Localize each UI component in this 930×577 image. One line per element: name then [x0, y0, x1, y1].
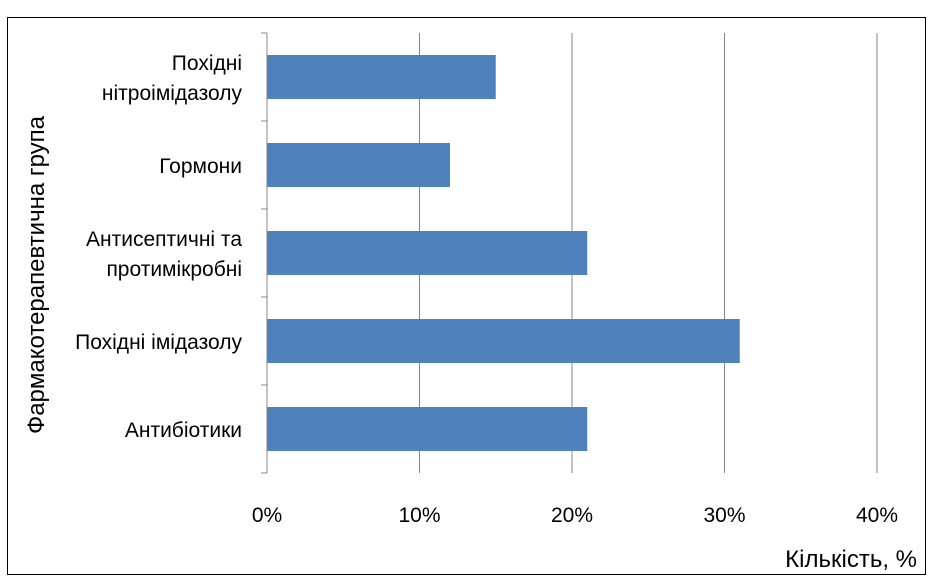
- bars: [267, 55, 740, 451]
- category-label: Похідні імідазолу: [75, 331, 242, 354]
- category-label: Гормони: [159, 155, 242, 178]
- category-label: Антисептичні та: [86, 228, 242, 251]
- x-tick-label: 10%: [398, 504, 440, 527]
- bar: [267, 55, 496, 99]
- x-tick-labels: 0% 10% 20% 30% 40%: [252, 504, 898, 527]
- category-labels: Похідні нітроімідазолу Гормони Антисептичні…: [75, 52, 242, 442]
- category-label: нітроімідазолу: [102, 82, 243, 105]
- y-axis-ticks: [261, 32, 267, 474]
- x-tick-label: 0%: [252, 504, 282, 527]
- bar: [267, 231, 588, 275]
- category-label: протимікробні: [106, 258, 242, 281]
- category-label: Похідні: [172, 52, 242, 75]
- category-label: Антибіотики: [125, 419, 242, 442]
- bar: [267, 143, 450, 187]
- bar: [267, 319, 740, 363]
- x-tick-label: 30%: [703, 504, 745, 527]
- x-tick-label: 20%: [551, 504, 593, 527]
- chart-frame: [7, 17, 926, 575]
- x-tick-label: 40%: [856, 504, 898, 527]
- bar: [267, 407, 588, 451]
- y-axis-title: Фармакотерапевтична група: [23, 115, 50, 434]
- x-axis-title: Кількість, %: [785, 546, 917, 573]
